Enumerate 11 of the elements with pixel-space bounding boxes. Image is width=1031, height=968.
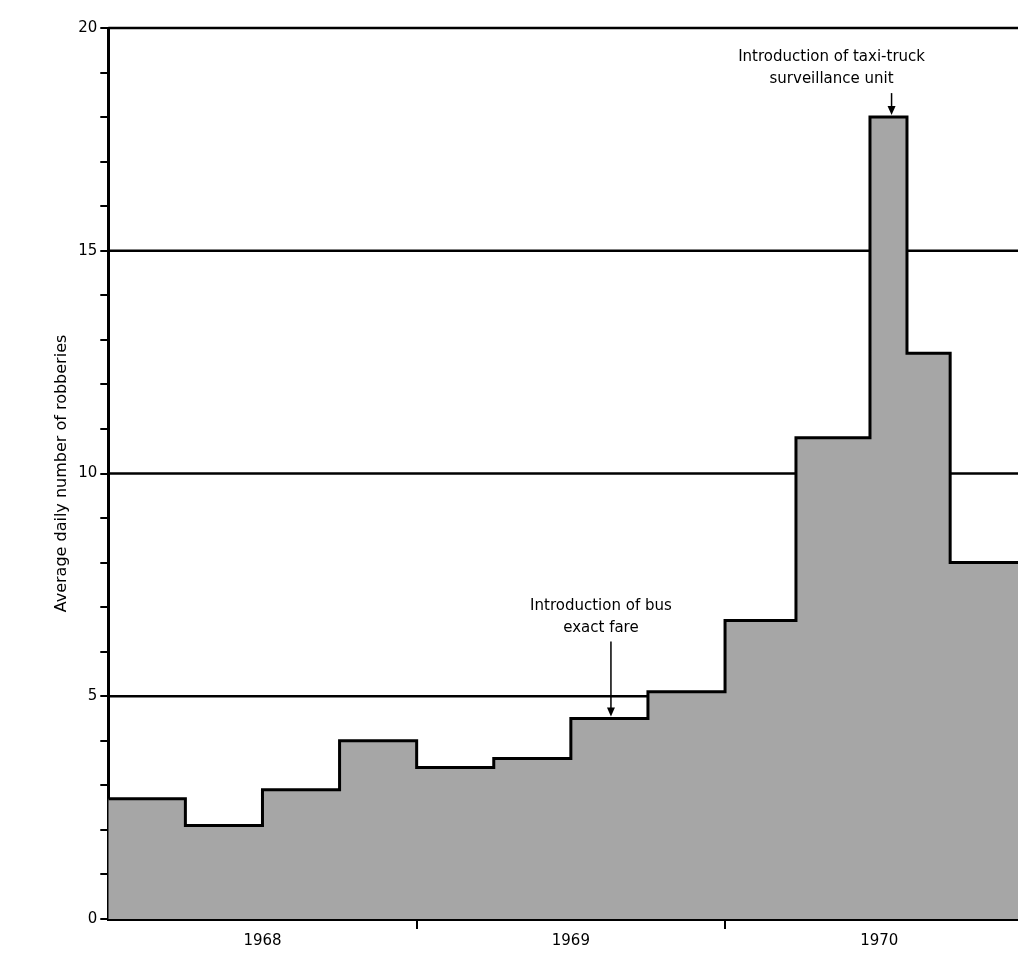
y-tick-label: 5 — [87, 686, 98, 705]
y-tick-label: 15 — [78, 240, 98, 259]
y-tick-label: 0 — [87, 908, 98, 927]
x-tick-label: 1970 — [860, 930, 899, 949]
annotation: Introduction of taxi-truck surveillance unit — [738, 47, 926, 88]
annotation: Introduction of bus exact fare — [530, 595, 672, 636]
y-tick-label: 10 — [78, 463, 98, 482]
y-axis-title: Average daily number of robberies — [50, 334, 70, 613]
x-tick-label: 1968 — [243, 930, 282, 949]
y-tick-label: 20 — [78, 17, 98, 36]
x-tick-label: 1969 — [551, 930, 590, 949]
